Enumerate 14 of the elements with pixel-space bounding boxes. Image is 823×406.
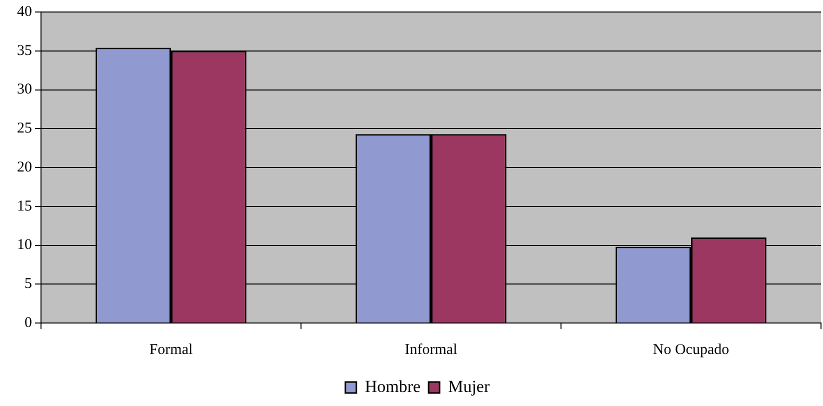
legend-label: Hombre [364,376,421,396]
y-tick-label: 10 [17,237,32,254]
legend-label: Mujer [448,376,490,396]
y-tick-label: 30 [17,82,32,98]
y-tick-label: 15 [17,198,32,214]
x-tick-label: Informal [404,342,458,358]
y-tick-label: 0 [24,314,32,331]
x-tick-label: Formal [149,342,193,358]
y-tick-label: 5 [24,276,32,292]
y-tick-label: 20 [17,159,32,176]
y-tick-label: 25 [17,120,32,137]
y-tick-label: 35 [17,42,32,59]
x-tick-label: No Ocupado [652,342,730,358]
y-tick-label: 40 [17,4,32,20]
